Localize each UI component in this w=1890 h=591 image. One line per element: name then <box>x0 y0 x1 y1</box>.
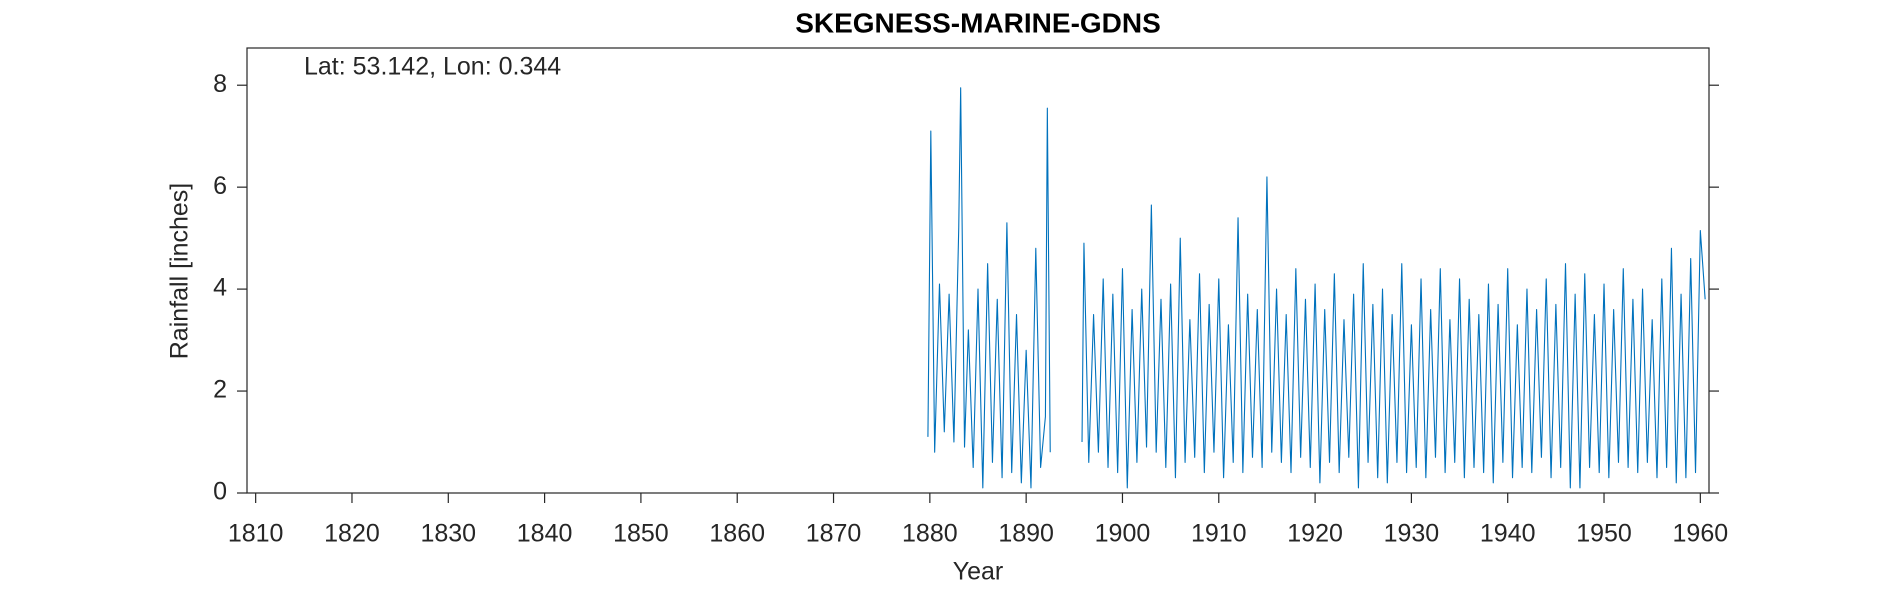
x-tick-label: 1850 <box>613 520 669 548</box>
x-tick-label: 1860 <box>709 520 765 548</box>
x-tick-label: 1840 <box>517 520 573 548</box>
y-axis-label: Rainfall [inches] <box>166 183 194 359</box>
x-tick-label: 1950 <box>1576 520 1632 548</box>
x-tick-label: 1820 <box>324 520 380 548</box>
x-tick-label: 1940 <box>1480 520 1536 548</box>
x-tick-label: 1880 <box>902 520 958 548</box>
x-tick-label: 1910 <box>1191 520 1247 548</box>
annotation: Lat: 53.142, Lon: 0.344 <box>304 53 561 81</box>
x-tick-label: 1930 <box>1384 520 1440 548</box>
y-tick-label: 2 <box>213 376 227 404</box>
x-axis-label: Year <box>953 558 1004 586</box>
y-tick-label: 4 <box>213 274 227 302</box>
chart-title: SKEGNESS-MARINE-GDNS <box>795 7 1161 38</box>
plot-box <box>246 47 1710 494</box>
x-tick-label: 1920 <box>1287 520 1343 548</box>
x-tick-label: 1890 <box>998 520 1054 548</box>
x-tick-label: 1870 <box>806 520 862 548</box>
x-tick-label: 1830 <box>420 520 476 548</box>
rainfall-line <box>927 87 1706 489</box>
x-tick-label: 1960 <box>1673 520 1729 548</box>
y-tick-label: 0 <box>213 478 227 506</box>
y-tick-label: 6 <box>213 172 227 200</box>
x-tick-label: 1900 <box>1095 520 1151 548</box>
y-tick-label: 8 <box>213 70 227 98</box>
x-tick-label: 1810 <box>228 520 284 548</box>
